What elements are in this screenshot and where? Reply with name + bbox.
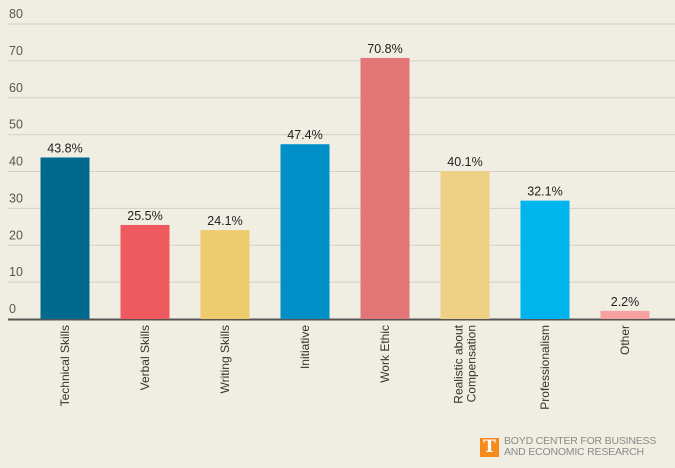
- data-label: 32.1%: [527, 185, 562, 199]
- data-label: 40.1%: [447, 155, 482, 169]
- x-tick-label: Work Ethic: [378, 325, 392, 383]
- x-tick-label: Other: [618, 325, 632, 355]
- x-tick-label-line: Initiative: [298, 325, 312, 369]
- x-tick-label: Verbal Skills: [138, 325, 152, 390]
- x-tick-label: Professionalism: [538, 325, 552, 410]
- bar: [600, 310, 650, 319]
- data-label: 43.8%: [47, 141, 82, 155]
- data-label: 24.1%: [207, 214, 242, 228]
- data-label: 2.2%: [611, 295, 640, 309]
- y-tick-label: 20: [9, 228, 23, 242]
- bar: [120, 224, 170, 319]
- x-tick-label-line: Technical Skills: [58, 325, 72, 406]
- y-tick-label: 10: [9, 265, 23, 279]
- x-tick-label-line: Work Ethic: [378, 325, 392, 383]
- tennessee-t-logo-icon: T: [480, 437, 499, 457]
- y-tick-label: 30: [9, 191, 23, 205]
- y-tick-label: 0: [9, 302, 16, 316]
- x-tick-label-line: Compensation: [465, 325, 479, 402]
- x-tick-label: Writing Skills: [218, 325, 232, 393]
- x-tick-label-line: Writing Skills: [218, 325, 232, 393]
- bar: [440, 171, 490, 319]
- bar: [40, 157, 90, 319]
- boyd-center-logo: T BOYD CENTER FOR BUSINESS AND ECONOMIC …: [480, 436, 656, 458]
- y-tick-label: 80: [9, 7, 23, 21]
- x-tick-label-line: Verbal Skills: [138, 325, 152, 390]
- y-tick-label: 50: [9, 118, 23, 132]
- bar: [280, 144, 330, 319]
- x-tick-label-line: Realistic about: [452, 324, 466, 403]
- data-label: 25.5%: [127, 209, 162, 223]
- x-tick-label-line: Professionalism: [538, 325, 552, 410]
- x-tick-label: Initiative: [298, 325, 312, 369]
- bar: [360, 57, 410, 320]
- data-label: 70.8%: [367, 42, 402, 56]
- x-tick-label-line: Other: [618, 325, 632, 355]
- bar: [520, 200, 570, 319]
- data-label: 47.4%: [287, 128, 322, 142]
- logo-line-2: AND ECONOMIC RESEARCH: [504, 446, 644, 458]
- y-tick-label: 70: [9, 44, 23, 58]
- logo-line-1: BOYD CENTER FOR BUSINESS: [504, 435, 657, 447]
- y-tick-label: 60: [9, 81, 23, 95]
- x-tick-label: Technical Skills: [58, 325, 72, 406]
- y-tick-label: 40: [9, 155, 23, 169]
- x-tick-label: Realistic aboutCompensation: [452, 324, 479, 403]
- bar: [200, 230, 250, 319]
